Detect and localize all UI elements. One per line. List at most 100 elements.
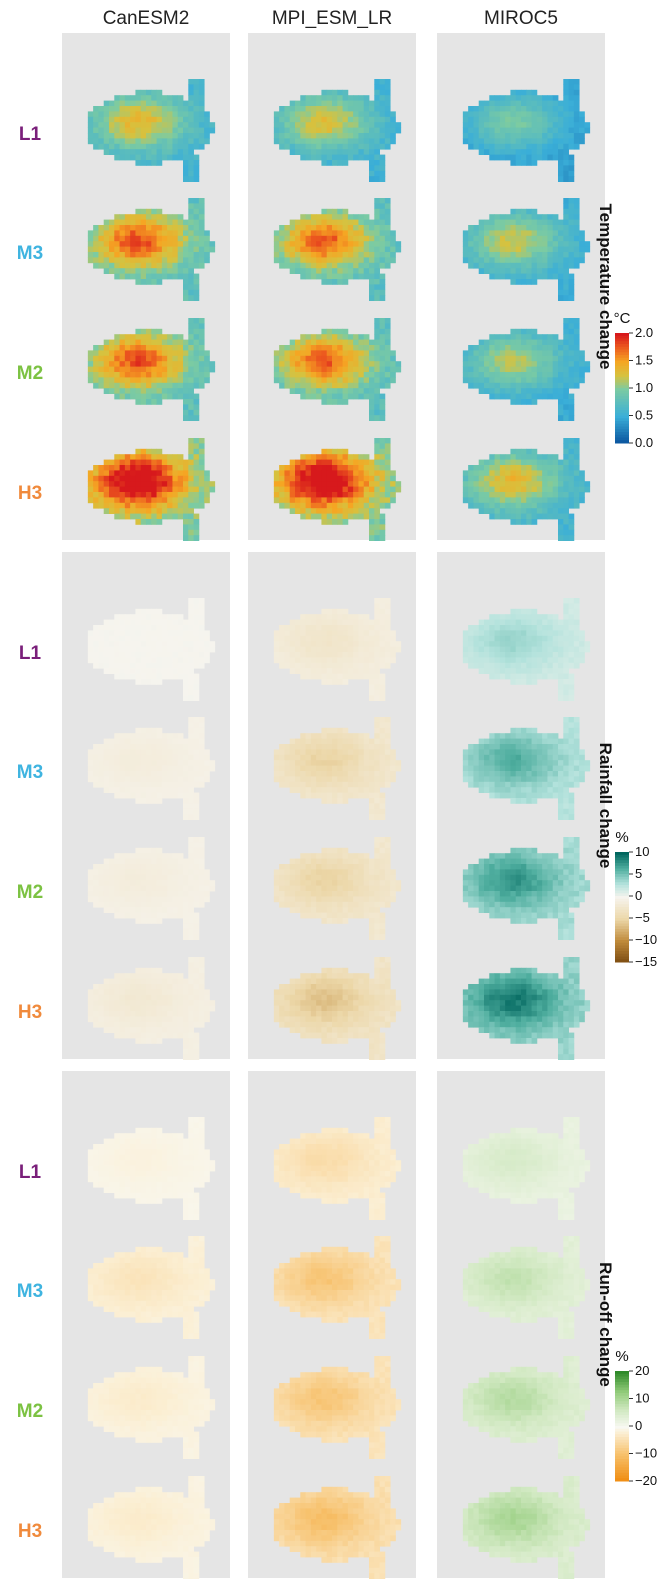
map-cell bbox=[510, 454, 517, 460]
map-cell bbox=[156, 116, 163, 123]
map-cell bbox=[568, 502, 575, 509]
map-cell bbox=[342, 133, 349, 139]
map-cell bbox=[130, 225, 136, 231]
map-cell bbox=[552, 749, 559, 756]
map-cell bbox=[135, 116, 142, 123]
map-cell bbox=[563, 382, 569, 389]
map-cell bbox=[140, 328, 147, 335]
map-cell bbox=[188, 127, 194, 134]
map-cell bbox=[172, 733, 179, 739]
map-cell bbox=[374, 792, 380, 799]
map-cell bbox=[183, 241, 189, 247]
map-cell bbox=[363, 502, 370, 509]
map-cell bbox=[109, 372, 115, 378]
map-cell bbox=[279, 481, 285, 487]
map-cell bbox=[347, 668, 354, 674]
map-cell bbox=[374, 138, 380, 145]
map-cell bbox=[151, 662, 157, 669]
map-cell bbox=[573, 198, 580, 204]
map-cell bbox=[172, 625, 179, 631]
map-cell bbox=[478, 382, 485, 389]
map-cell bbox=[204, 641, 210, 647]
map-cell bbox=[109, 230, 115, 237]
map-cell bbox=[390, 486, 396, 493]
map-cell bbox=[369, 116, 375, 123]
map-cell bbox=[193, 138, 200, 145]
map-cell bbox=[295, 143, 301, 150]
map-cell bbox=[316, 646, 322, 653]
map-cell bbox=[337, 214, 343, 220]
map-cell bbox=[98, 345, 105, 351]
map-cell bbox=[347, 382, 354, 389]
map-cell bbox=[484, 646, 490, 653]
map-cell bbox=[146, 95, 152, 101]
map-cell bbox=[337, 470, 343, 477]
map-cell bbox=[347, 154, 354, 161]
map-cell bbox=[188, 459, 194, 466]
map-cell bbox=[188, 486, 194, 493]
map-cell bbox=[531, 662, 538, 669]
map-cell bbox=[384, 345, 391, 351]
map-cell bbox=[342, 749, 349, 756]
map-cell bbox=[494, 744, 501, 750]
map-cell bbox=[103, 754, 110, 761]
map-cell bbox=[552, 366, 559, 373]
map-cell bbox=[289, 465, 296, 471]
map-cell bbox=[109, 361, 115, 367]
map-cell bbox=[316, 454, 322, 460]
map-cell bbox=[172, 138, 179, 145]
map-cell bbox=[369, 393, 375, 400]
map-cell bbox=[337, 230, 343, 237]
map-cell bbox=[521, 646, 527, 653]
map-cell bbox=[531, 262, 538, 269]
map-cell bbox=[552, 744, 559, 750]
map-cell bbox=[172, 111, 179, 118]
map-cell bbox=[379, 203, 386, 210]
map-cell bbox=[505, 619, 511, 626]
map-cell bbox=[130, 377, 136, 384]
map-cell bbox=[536, 635, 543, 642]
map-cell bbox=[188, 808, 194, 815]
map-cell bbox=[568, 127, 575, 134]
map-cell bbox=[462, 657, 469, 664]
map-cell bbox=[279, 377, 285, 384]
map-cell bbox=[347, 787, 354, 793]
map-cell bbox=[515, 246, 522, 253]
map-cell bbox=[332, 388, 338, 394]
map-cell bbox=[379, 771, 386, 777]
map-cell bbox=[478, 641, 485, 647]
map-cell bbox=[374, 279, 380, 285]
map-cell bbox=[531, 668, 538, 674]
map-cell bbox=[579, 657, 585, 664]
map-cell bbox=[172, 792, 179, 799]
map-cell bbox=[568, 100, 575, 107]
map-cell bbox=[284, 133, 291, 139]
map-cell bbox=[347, 388, 354, 394]
map-cell bbox=[515, 377, 522, 384]
map-cell bbox=[531, 246, 538, 253]
map-cell bbox=[332, 792, 338, 799]
map-cell bbox=[395, 641, 402, 647]
map-cell bbox=[183, 377, 189, 384]
map-cell bbox=[358, 100, 365, 107]
map-cell bbox=[384, 334, 391, 340]
map-cell bbox=[369, 225, 375, 231]
map-cell bbox=[547, 625, 554, 631]
map-cell bbox=[188, 170, 194, 177]
map-cell bbox=[347, 492, 354, 498]
map-cell bbox=[384, 252, 391, 258]
map-cell bbox=[130, 668, 136, 674]
map-cell bbox=[332, 513, 338, 520]
map-cell bbox=[300, 225, 306, 231]
map-cell bbox=[332, 519, 338, 525]
map-cell bbox=[510, 382, 517, 389]
map-cell bbox=[326, 133, 333, 139]
map-cell bbox=[369, 771, 375, 777]
map-cell bbox=[135, 492, 142, 498]
map-cell bbox=[468, 106, 474, 112]
map-cell bbox=[558, 106, 564, 112]
map-cell bbox=[379, 111, 386, 118]
map-cell bbox=[193, 814, 200, 820]
map-cell bbox=[135, 262, 142, 269]
map-cell bbox=[536, 225, 543, 231]
